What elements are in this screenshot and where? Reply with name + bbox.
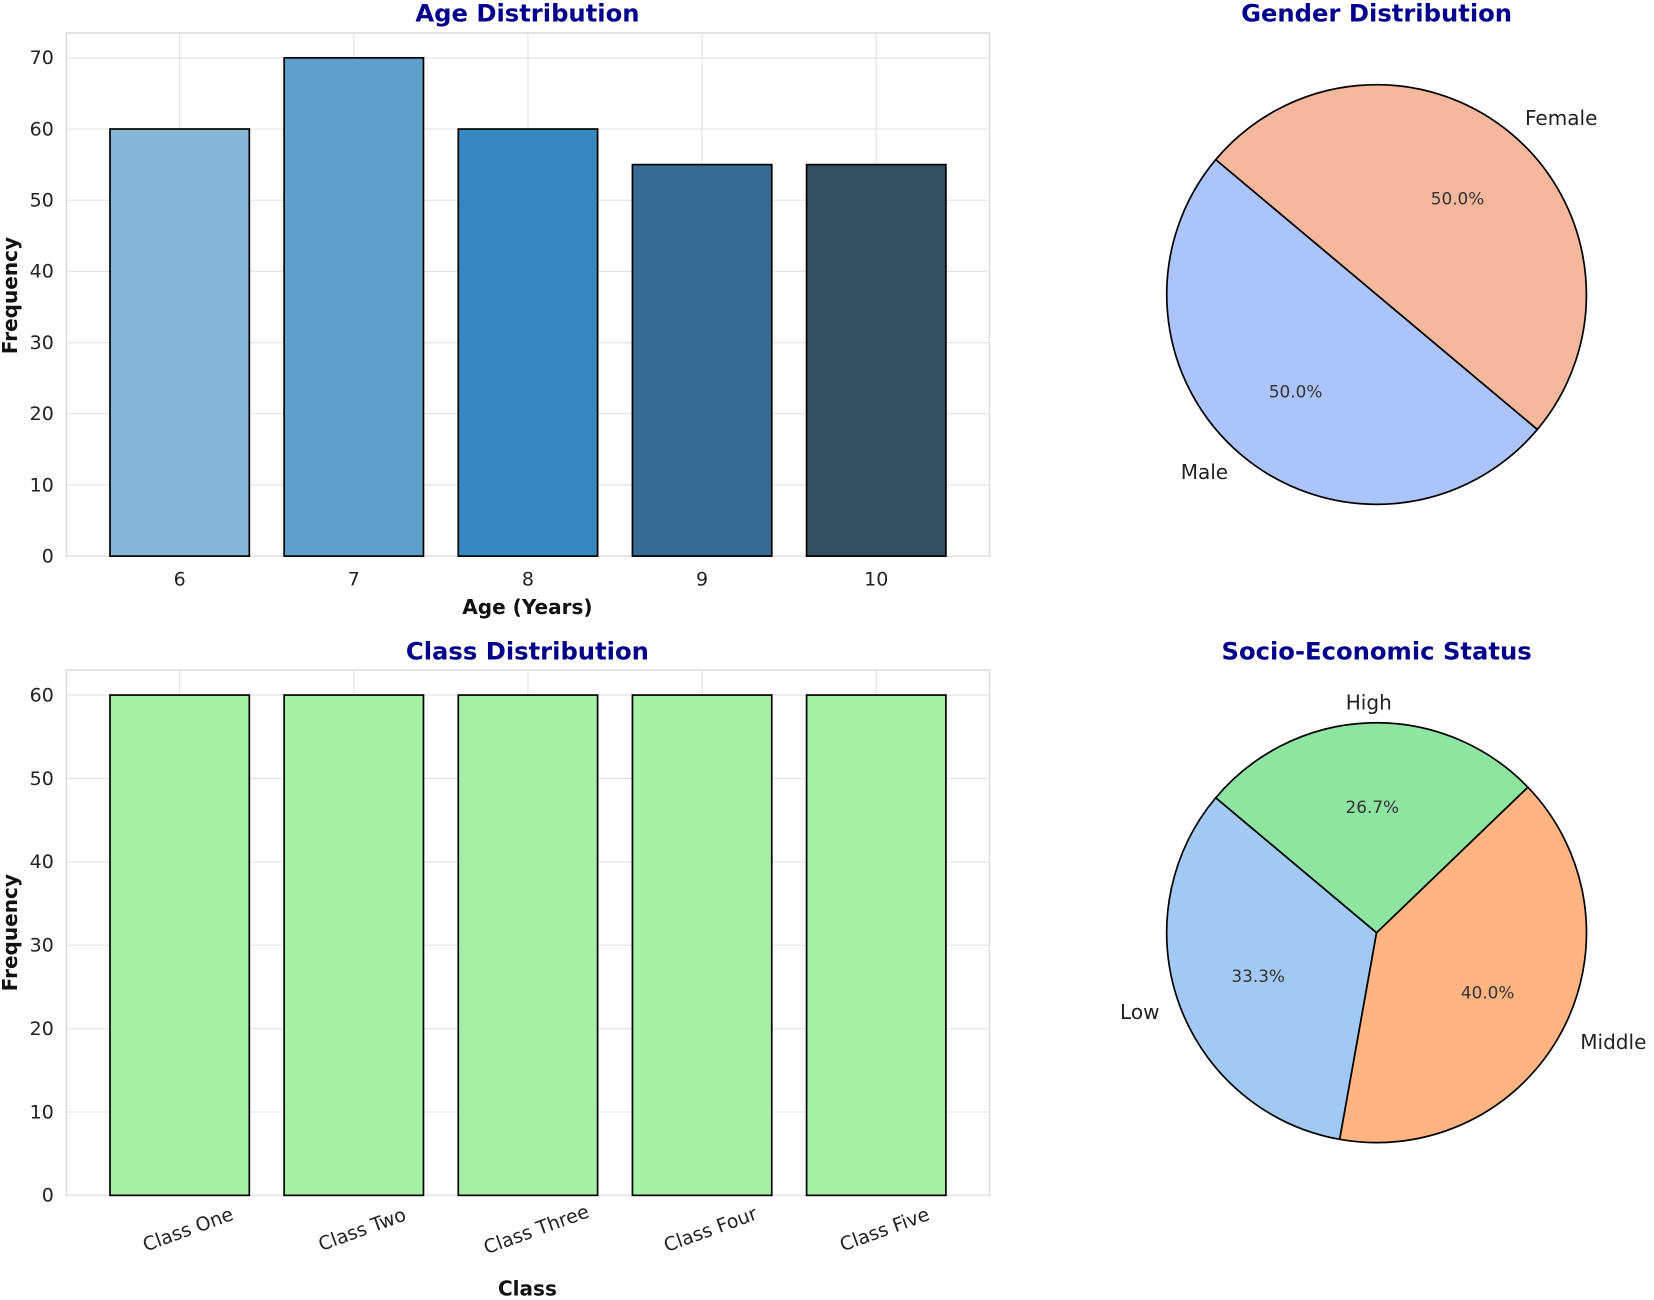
bar xyxy=(805,694,947,1197)
class-chart-title: Class Distribution xyxy=(406,636,649,665)
y-tick-label: 10 xyxy=(30,474,54,496)
pie-percent-label: 26.7% xyxy=(1346,797,1400,817)
pie-percent-label: 40.0% xyxy=(1461,982,1515,1002)
ses-chart-title: Socio-Economic Status xyxy=(1221,636,1531,665)
y-tick-label: 50 xyxy=(30,768,54,790)
y-tick-label: 70 xyxy=(30,47,54,69)
bar xyxy=(109,128,251,557)
y-tick-label: 30 xyxy=(30,935,54,957)
class-distribution-chart: Class Distribution Class Frequency 0 10 20… xyxy=(0,636,991,1300)
pie-label: Female xyxy=(1525,106,1597,130)
x-tick-label: Class Two xyxy=(316,1204,410,1256)
pie-slice xyxy=(1165,796,1378,1141)
pie-percent-label: 50.0% xyxy=(1269,381,1323,401)
pie-percent-label: 33.3% xyxy=(1231,966,1285,986)
bar xyxy=(631,163,773,557)
pie-percent-label: 50.0% xyxy=(1431,188,1485,208)
bar xyxy=(283,56,425,557)
bar xyxy=(109,694,251,1197)
pie-label: High xyxy=(1346,690,1392,714)
age-y-axis-label: Frequency xyxy=(0,237,22,354)
pie-label: Male xyxy=(1181,460,1228,484)
x-tick-label: 8 xyxy=(522,569,534,591)
bar xyxy=(631,694,773,1197)
y-tick-label: 50 xyxy=(30,190,54,212)
bar xyxy=(805,163,947,557)
class-x-axis-label: Class xyxy=(498,1277,557,1300)
x-tick-label: 7 xyxy=(348,569,360,591)
y-tick-label: 10 xyxy=(30,1101,54,1123)
gender-distribution-chart: Gender Distribution Male 50.0% Female 50.0% xyxy=(1166,0,1597,505)
pie-slice xyxy=(1166,158,1539,505)
age-x-axis-label: Age (Years) xyxy=(462,595,592,619)
gender-chart-title: Gender Distribution xyxy=(1241,0,1512,27)
y-tick-label: 60 xyxy=(30,684,54,706)
socio-economic-status-chart: Socio-Economic Status Low 33.3% Middle 40.0… xyxy=(1120,636,1646,1144)
x-tick-label: Class Five xyxy=(837,1203,933,1256)
y-tick-label: 0 xyxy=(42,545,54,567)
class-y-axis-label: Frequency xyxy=(0,874,22,991)
age-chart-title: Age Distribution xyxy=(415,0,639,27)
x-tick-label: Class Three xyxy=(481,1201,592,1259)
y-tick-label: 30 xyxy=(30,332,54,354)
pie-slice xyxy=(1214,84,1587,431)
y-tick-label: 20 xyxy=(30,1018,54,1040)
pie-slice xyxy=(1214,721,1529,934)
pie-slice xyxy=(1338,786,1588,1144)
bar xyxy=(457,128,599,557)
y-tick-label: 60 xyxy=(30,118,54,140)
pie-label: Low xyxy=(1120,1000,1159,1024)
y-tick-label: 40 xyxy=(30,851,54,873)
bar xyxy=(283,694,425,1197)
x-tick-label: 9 xyxy=(696,569,708,591)
age-distribution-chart: Age Distribution Age (Years) Frequency 0… xyxy=(0,0,991,619)
y-tick-label: 40 xyxy=(30,261,54,283)
x-tick-label: 10 xyxy=(864,569,888,591)
y-tick-label: 20 xyxy=(30,403,54,425)
bar xyxy=(457,694,599,1197)
pie-label: Middle xyxy=(1580,1030,1646,1054)
y-tick-label: 0 xyxy=(42,1185,54,1207)
x-tick-label: Class Four xyxy=(661,1203,760,1257)
x-tick-label: 6 xyxy=(174,569,186,591)
x-tick-label: Class One xyxy=(140,1203,236,1256)
